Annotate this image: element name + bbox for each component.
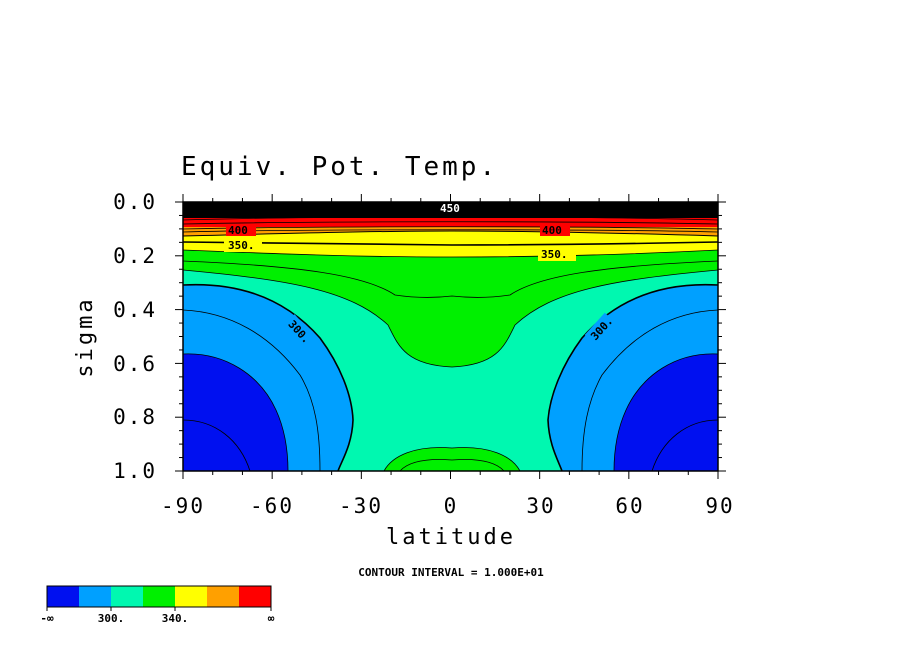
contour-label: 350. (541, 248, 568, 261)
chart-title: Equiv. Pot. Temp. (181, 152, 498, 182)
x-tick-label: 0 (444, 494, 459, 518)
contour-label: 400 (542, 224, 562, 237)
x-tick-label: -60 (250, 494, 294, 518)
contour-label: 450 (440, 202, 460, 215)
y-tick-label: 0.0 (113, 190, 157, 214)
contour-fill (183, 202, 718, 471)
x-tick-label: 90 (705, 494, 734, 518)
colorbar-label: -∞ (40, 612, 54, 625)
contour-labels: 300. 300. 350. 350. 400 400 450 (224, 202, 616, 346)
y-tick-label: 0.4 (113, 298, 157, 322)
colorbar-swatch (79, 586, 111, 607)
axis-ticks (175, 194, 726, 479)
colorbar-label: 340. (162, 612, 189, 625)
band-lt280-west (183, 353, 288, 471)
y-tick-labels: 0.0 0.2 0.4 0.6 0.8 1.0 (113, 190, 157, 483)
contour-label: 400 (228, 224, 248, 237)
x-tick-labels: -90 -60 -30 0 30 60 90 (161, 494, 734, 518)
colorbar-frame (46, 585, 272, 608)
x-axis-label: latitude (386, 525, 516, 550)
band-320-340-lower (384, 447, 520, 471)
y-axis-label: sigma (73, 296, 98, 377)
contour-label: 350. (228, 239, 255, 252)
x-tick-label: -90 (161, 494, 205, 518)
x-tick-label: -30 (339, 494, 383, 518)
colorbar-swatch (175, 586, 207, 607)
x-tick-label: 30 (526, 494, 555, 518)
colorbar-label: 300. (98, 612, 125, 625)
y-tick-label: 0.2 (113, 244, 157, 268)
y-tick-label: 1.0 (113, 459, 157, 483)
contour-interval-note: CONTOUR INTERVAL = 1.000E+01 (358, 566, 544, 579)
colorbar-label: ∞ (268, 612, 275, 625)
band-lt280-east (614, 353, 718, 471)
colorbar-swatch (239, 586, 271, 607)
y-tick-label: 0.8 (113, 405, 157, 429)
y-tick-label: 0.6 (113, 352, 157, 376)
colorbar-swatch (111, 586, 143, 607)
colorbar-swatch (207, 586, 239, 607)
colorbar: -∞ 300. 340. ∞ (40, 585, 275, 625)
colorbar-swatch (143, 586, 175, 607)
x-tick-label: 60 (615, 494, 644, 518)
contour-lines (183, 216, 718, 471)
colorbar-swatch (47, 586, 79, 607)
